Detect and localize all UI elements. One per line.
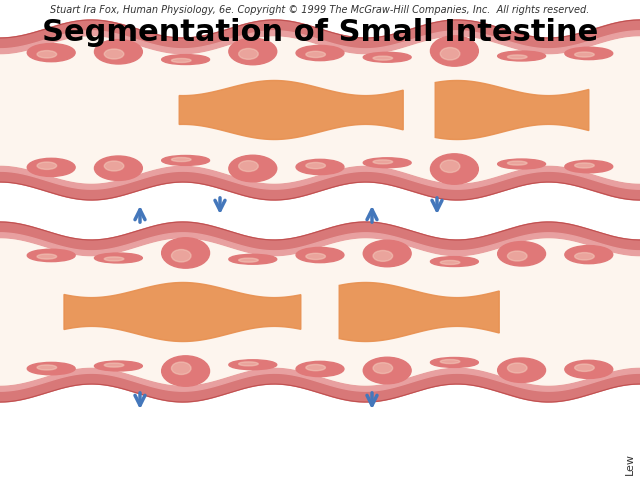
Ellipse shape xyxy=(498,51,545,61)
Polygon shape xyxy=(0,233,640,391)
Ellipse shape xyxy=(306,364,325,371)
Ellipse shape xyxy=(508,251,527,261)
Ellipse shape xyxy=(172,362,191,374)
Ellipse shape xyxy=(95,253,142,263)
Ellipse shape xyxy=(37,365,57,370)
Ellipse shape xyxy=(104,49,124,59)
Polygon shape xyxy=(179,81,403,140)
Ellipse shape xyxy=(37,162,57,169)
Ellipse shape xyxy=(172,157,191,162)
Ellipse shape xyxy=(229,38,276,65)
Ellipse shape xyxy=(104,363,124,367)
Ellipse shape xyxy=(431,154,478,184)
Ellipse shape xyxy=(440,261,460,264)
Ellipse shape xyxy=(172,59,191,62)
Ellipse shape xyxy=(431,36,478,66)
Ellipse shape xyxy=(296,247,344,263)
Ellipse shape xyxy=(373,160,393,164)
Polygon shape xyxy=(0,239,640,385)
Ellipse shape xyxy=(575,163,595,168)
Ellipse shape xyxy=(565,360,612,378)
Ellipse shape xyxy=(37,50,57,58)
Text: Segmentation of Small Intestine: Segmentation of Small Intestine xyxy=(42,18,598,47)
Ellipse shape xyxy=(229,360,276,370)
Ellipse shape xyxy=(239,161,258,171)
Ellipse shape xyxy=(431,358,478,367)
Ellipse shape xyxy=(172,250,191,262)
Ellipse shape xyxy=(104,161,124,171)
Ellipse shape xyxy=(239,362,258,366)
Polygon shape xyxy=(0,20,640,200)
Ellipse shape xyxy=(296,159,344,175)
Ellipse shape xyxy=(104,257,124,261)
Ellipse shape xyxy=(431,257,478,266)
Ellipse shape xyxy=(162,55,209,64)
Ellipse shape xyxy=(296,361,344,377)
Ellipse shape xyxy=(498,159,545,169)
Ellipse shape xyxy=(508,161,527,165)
Ellipse shape xyxy=(28,362,75,375)
Ellipse shape xyxy=(37,254,57,259)
Polygon shape xyxy=(0,37,640,183)
Ellipse shape xyxy=(306,253,325,260)
Ellipse shape xyxy=(162,356,209,386)
Ellipse shape xyxy=(508,55,527,59)
Ellipse shape xyxy=(565,246,612,264)
Ellipse shape xyxy=(440,160,460,172)
Ellipse shape xyxy=(498,358,545,383)
Ellipse shape xyxy=(95,39,142,64)
Ellipse shape xyxy=(565,47,612,60)
Ellipse shape xyxy=(364,240,411,267)
Ellipse shape xyxy=(229,254,276,264)
Ellipse shape xyxy=(239,258,258,262)
Ellipse shape xyxy=(364,357,411,384)
Polygon shape xyxy=(0,222,640,402)
Ellipse shape xyxy=(28,44,75,62)
Polygon shape xyxy=(0,37,640,183)
Polygon shape xyxy=(0,31,640,189)
Ellipse shape xyxy=(28,249,75,262)
Ellipse shape xyxy=(162,238,209,268)
Ellipse shape xyxy=(28,158,75,177)
Ellipse shape xyxy=(364,158,411,168)
Ellipse shape xyxy=(239,48,258,60)
Polygon shape xyxy=(435,81,589,140)
Polygon shape xyxy=(0,239,640,385)
Ellipse shape xyxy=(565,160,612,173)
Ellipse shape xyxy=(162,156,209,166)
Ellipse shape xyxy=(373,56,393,60)
Ellipse shape xyxy=(364,52,411,62)
Ellipse shape xyxy=(296,46,344,60)
Ellipse shape xyxy=(306,51,325,58)
Ellipse shape xyxy=(95,156,142,180)
Ellipse shape xyxy=(306,162,325,168)
Polygon shape xyxy=(339,283,499,341)
Polygon shape xyxy=(64,283,301,341)
Ellipse shape xyxy=(229,155,276,182)
Ellipse shape xyxy=(373,251,393,261)
Ellipse shape xyxy=(575,364,595,372)
Text: Stuart Ira Fox, Human Physiology, 6e. Copyright © 1999 The McGraw-Hill Companies: Stuart Ira Fox, Human Physiology, 6e. Co… xyxy=(51,5,589,15)
Ellipse shape xyxy=(95,361,142,371)
Ellipse shape xyxy=(440,360,460,363)
Ellipse shape xyxy=(575,52,595,57)
Ellipse shape xyxy=(373,363,393,373)
Ellipse shape xyxy=(575,252,595,260)
Ellipse shape xyxy=(498,241,545,266)
Text: Lew: Lew xyxy=(625,453,635,475)
Ellipse shape xyxy=(440,48,460,60)
Ellipse shape xyxy=(508,363,527,373)
